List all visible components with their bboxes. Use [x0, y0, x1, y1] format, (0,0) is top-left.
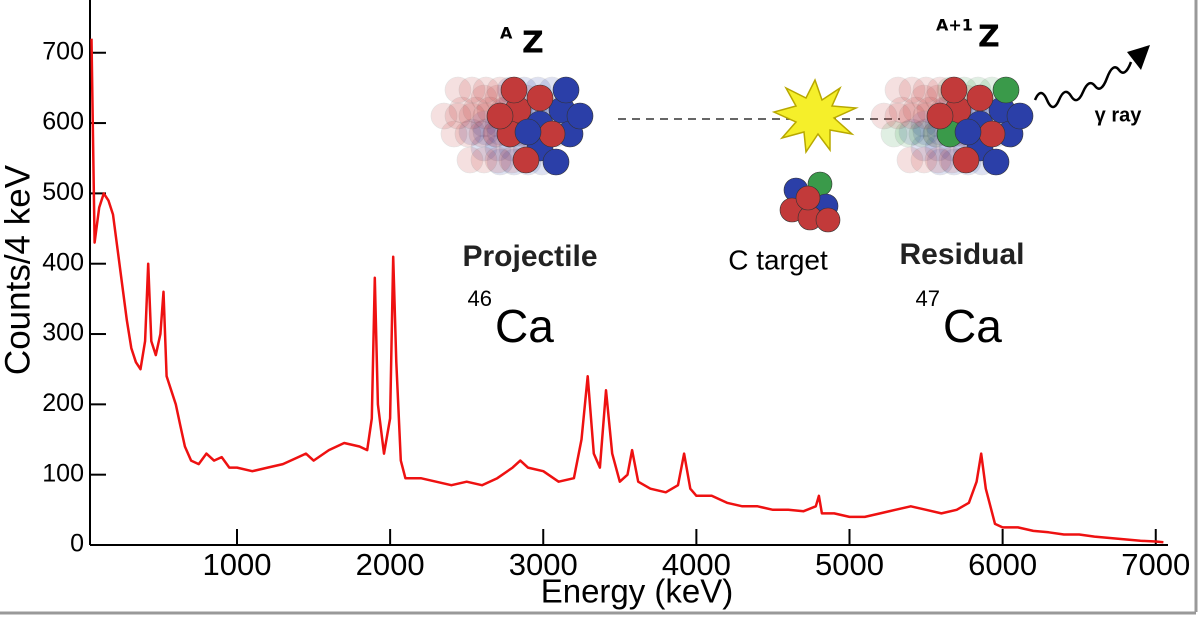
- projectile-element: Ca: [495, 300, 554, 352]
- nucleon: [486, 102, 514, 130]
- nucleon: [1006, 102, 1034, 130]
- y-tick-label: 100: [42, 459, 84, 487]
- target-label: C target: [728, 244, 828, 275]
- nucleon: [458, 76, 486, 104]
- nucleon: [454, 120, 482, 148]
- nucleon: [500, 76, 528, 104]
- nucleon: [472, 76, 500, 104]
- diagram: A Z Projectile 46 Ca C target A+1 Z Resi…: [430, 16, 1150, 352]
- nucleon: [880, 120, 908, 148]
- nucleon: [458, 102, 486, 130]
- y-tick-label: 600: [42, 108, 84, 136]
- nucleon: [795, 185, 821, 211]
- nucleon: [815, 207, 841, 233]
- nucleon: [514, 118, 542, 146]
- nucleon: [966, 84, 994, 112]
- spectrum-line: [90, 38, 1164, 544]
- residual-element-label: Z: [978, 20, 1000, 55]
- nucleon: [456, 146, 484, 174]
- nucleon: [526, 84, 554, 112]
- x-tick-label: 5000: [815, 547, 884, 582]
- gamma-label: γ ray: [1095, 104, 1143, 126]
- x-tick-label: 2000: [356, 547, 425, 582]
- nucleon: [894, 120, 922, 148]
- nucleon: [444, 102, 472, 130]
- nucleon: [458, 118, 486, 146]
- y-tick-label: 300: [42, 319, 84, 347]
- nucleon: [898, 118, 926, 146]
- nucleon: [542, 148, 570, 176]
- nucleon: [470, 146, 498, 174]
- x-tick-label: 7000: [1121, 547, 1190, 582]
- nucleon: [484, 146, 512, 174]
- nucleon: [954, 118, 982, 146]
- nucleon: [440, 120, 468, 148]
- y-tick-label: 500: [42, 178, 84, 206]
- mass-label: A: [500, 24, 513, 43]
- y-tick-label: 200: [42, 389, 84, 417]
- x-tick-label: 4000: [662, 547, 731, 582]
- gamma-wave: [1033, 61, 1133, 109]
- x-tick-label: 6000: [968, 547, 1037, 582]
- element-label: Z: [522, 26, 544, 61]
- nucleon: [924, 146, 952, 174]
- nucleon: [870, 102, 898, 130]
- residual-mass: 47: [916, 286, 940, 311]
- residual-mass-label: A+1: [936, 16, 973, 35]
- nucleon: [982, 148, 1010, 176]
- nucleon: [992, 76, 1020, 104]
- nucleon: [940, 76, 968, 104]
- nucleon: [430, 102, 458, 130]
- nucleon: [470, 84, 498, 112]
- nucleon: [538, 120, 566, 148]
- nucleon: [896, 146, 924, 174]
- nucleon: [884, 76, 912, 104]
- projectile-mass: 46: [468, 286, 492, 311]
- residual-element: Ca: [943, 300, 1002, 352]
- nucleon: [444, 76, 472, 104]
- x-tick-label: 3000: [509, 547, 578, 582]
- gamma-arrowhead: [1127, 45, 1150, 70]
- nucleon: [888, 96, 916, 124]
- nucleon: [512, 146, 540, 174]
- nucleon: [952, 146, 980, 174]
- nucleon: [910, 84, 938, 112]
- y-tick-label: 400: [42, 248, 84, 276]
- nucleon: [978, 120, 1006, 148]
- nucleon: [908, 120, 936, 148]
- nucleon: [898, 102, 926, 130]
- nucleon: [926, 102, 954, 130]
- nucleon: [912, 76, 940, 104]
- y-axis-title: Counts/4 keV: [0, 164, 37, 375]
- y-tick-label: 700: [42, 37, 84, 65]
- x-tick-label: 1000: [203, 547, 272, 582]
- nucleon: [468, 120, 496, 148]
- collision-burst: [771, 78, 859, 155]
- y-tick-label: 0: [70, 530, 84, 558]
- x-axis-title: Energy (keV): [541, 573, 734, 610]
- nucleon: [552, 76, 580, 104]
- nucleon: [884, 102, 912, 130]
- nucleon: [910, 134, 938, 162]
- nucleon: [566, 102, 594, 130]
- nucleon: [470, 134, 498, 162]
- residual-label: Residual: [899, 238, 1024, 271]
- projectile-label: Projectile: [462, 240, 597, 273]
- nucleon: [910, 146, 938, 174]
- nucleon: [898, 76, 926, 104]
- nucleon: [448, 96, 476, 124]
